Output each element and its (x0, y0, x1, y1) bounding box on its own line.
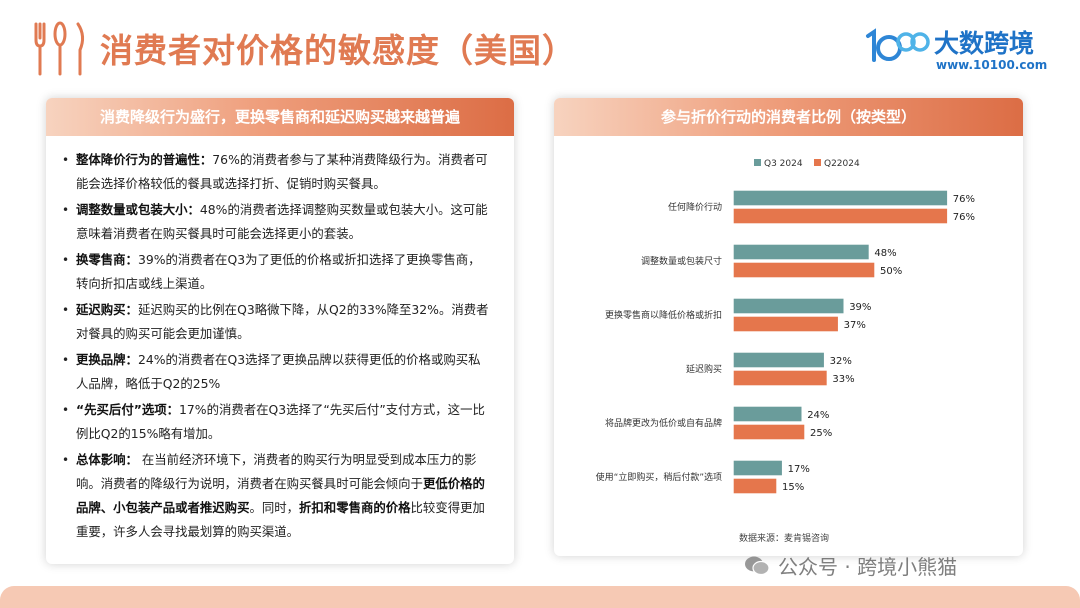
right-panel-header: 参与折价行动的消费者比例（按类型） (554, 98, 1023, 136)
data-label: 15% (782, 482, 804, 493)
bar-chart: Q3 2024 Q22024 任何降价行动 76% 76% 调整数量或包装尺寸 48% 50%… (596, 159, 975, 544)
brand-logo: 大数跨境 www.10100.com (862, 22, 1062, 78)
bar (733, 316, 838, 332)
page-title: 消费者对价格的敏感度（美国） (100, 31, 576, 70)
bullet-item: 调整数量或包装大小：48%的消费者选择调整购买数量或包装大小。这可能意味着消费者… (62, 198, 492, 246)
bullet-list: 整体降价行为的普遍性：76%的消费者参与了某种消费降级行为。消费者可能会选择价格… (46, 136, 514, 544)
bullet-text: 延迟购买的比例在Q3略微下降，从Q2的33%降至32%。消费者对餐具的购买可能会… (76, 302, 489, 341)
bullet-label: 换零售商： (76, 252, 138, 267)
bottom-band (0, 586, 1080, 608)
legend-swatch (754, 159, 761, 166)
data-label: 50% (880, 266, 902, 277)
chart-source: 数据来源：麦肯锡咨询 (739, 532, 829, 544)
bullet-label: “先买后付”选项： (76, 402, 180, 417)
bar (733, 190, 948, 206)
data-label: 48% (874, 248, 896, 259)
legend-label: Q22024 (824, 159, 860, 169)
category-label: 使用“立即购买，稍后付款”选项 (596, 471, 722, 483)
data-label: 33% (832, 374, 854, 385)
bullet-label: 总体影响： (76, 452, 138, 467)
bullet-label: 延迟购买： (76, 302, 138, 317)
data-label: 25% (810, 428, 832, 439)
data-label: 24% (807, 410, 829, 421)
bullet-item: 更换品牌：24%的消费者在Q3选择了更换品牌以获得更低的价格或购买私人品牌，略低… (62, 348, 492, 396)
wechat-icon (745, 556, 770, 575)
bullet-label: 整体降价行为的普遍性： (76, 152, 213, 167)
watermark-text: 公众号 · 跨境小熊猫 (778, 555, 958, 579)
bullet-label: 更换品牌： (76, 352, 138, 367)
bar (733, 352, 824, 368)
bullet-text: 48%的消费者选择调整购买数量或包装大小。这可能意味着消费者在购买餐具时可能会选… (76, 202, 488, 241)
data-label: 32% (830, 356, 852, 367)
bullet-label: 调整数量或包装大小： (76, 202, 200, 217)
bar (733, 208, 948, 224)
legend-label: Q3 2024 (764, 159, 803, 169)
logo-mark-icon (866, 28, 930, 62)
bar (733, 460, 782, 476)
bullet-item: 总体影响： 在当前经济环境下，消费者的购买行为明显受到成本压力的影响。消费者的降… (62, 448, 492, 544)
bullet-item: “先买后付”选项：17%的消费者在Q3选择了“先买后付”支付方式，这一比例比Q2… (62, 398, 492, 446)
data-label: 17% (788, 464, 810, 475)
category-label: 延迟购买 (686, 363, 722, 375)
utensils-icon (34, 21, 85, 76)
category-label: 调整数量或包装尺寸 (641, 255, 722, 267)
data-label: 76% (953, 212, 975, 223)
bar (733, 244, 869, 260)
bar (733, 262, 875, 278)
left-panel: 消费降级行为盛行，更换零售商和延迟购买越来越普遍 整体降价行为的普遍性：76%的… (46, 98, 514, 564)
bar (733, 424, 805, 440)
data-label: 37% (844, 320, 866, 331)
bullet-item: 整体降价行为的普遍性：76%的消费者参与了某种消费降级行为。消费者可能会选择价格… (62, 148, 492, 196)
data-label: 39% (849, 302, 871, 313)
bullet-text: 在当前经济环境下，消费者的购买行为明显受到成本压力的影响。消费者的降级行为说明，… (76, 452, 485, 539)
legend-swatch (814, 159, 821, 166)
bullet-text: 39%的消费者在Q3为了更低的价格或折扣选择了更换零售商，转向折扣店或线上渠道。 (76, 252, 481, 291)
logo-name: 大数跨境 (934, 29, 1035, 58)
bullet-text: 17%的消费者在Q3选择了“先买后付”支付方式，这一比例比Q2的15%略有增加。 (76, 402, 485, 441)
bar (733, 370, 827, 386)
bar (733, 478, 777, 494)
category-label: 将品牌更改为低价或自有品牌 (605, 417, 722, 429)
category-label: 更换零售商以降低价格或折扣 (605, 309, 722, 321)
watermark: 公众号 · 跨境小熊猫 (744, 551, 957, 580)
bar (733, 406, 802, 422)
bullet-text: 24%的消费者在Q3选择了更换品牌以获得更低的价格或购买私人品牌，略低于Q2的2… (76, 352, 481, 391)
bar (733, 298, 844, 314)
bullet-item: 换零售商：39%的消费者在Q3为了更低的价格或折扣选择了更换零售商，转向折扣店或… (62, 248, 492, 296)
data-label: 76% (953, 194, 975, 205)
right-panel: 参与折价行动的消费者比例（按类型） Q3 2024 Q22024 任何降价行动 76%… (554, 98, 1023, 556)
logo-url: www.10100.com (936, 58, 1048, 72)
bullet-item: 延迟购买：延迟购买的比例在Q3略微下降，从Q2的33%降至32%。消费者对餐具的… (62, 298, 492, 346)
left-panel-header: 消费降级行为盛行，更换零售商和延迟购买越来越普遍 (46, 98, 514, 136)
bullet-text: 76%的消费者参与了某种消费降级行为。消费者可能会选择价格较低的餐具或选择打折、… (76, 152, 488, 191)
category-label: 任何降价行动 (668, 201, 722, 213)
